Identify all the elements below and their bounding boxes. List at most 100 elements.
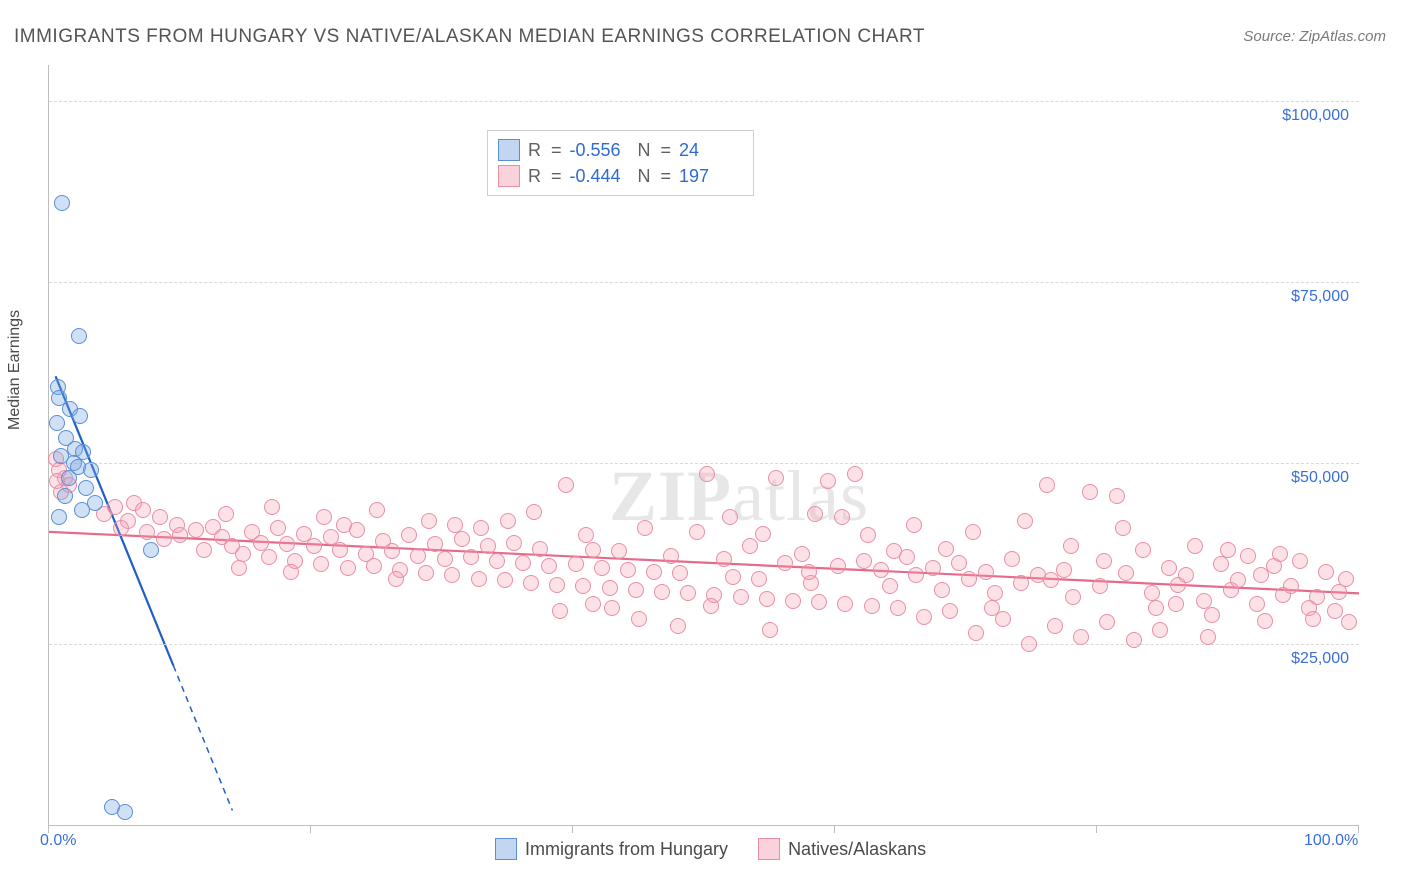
data-point-pink: [594, 560, 610, 576]
data-point-pink: [602, 580, 618, 596]
data-point-pink: [1272, 546, 1288, 562]
data-point-pink: [388, 571, 404, 587]
data-point-pink: [585, 596, 601, 612]
data-point-pink: [965, 524, 981, 540]
y-tick-label: $75,000: [1291, 288, 1349, 306]
data-point-pink: [549, 577, 565, 593]
data-point-pink: [759, 591, 775, 607]
source-prefix: Source:: [1243, 28, 1299, 45]
data-point-pink: [628, 582, 644, 598]
data-point-pink: [984, 600, 1000, 616]
swatch-pink-icon: [758, 838, 780, 860]
data-point-pink: [526, 504, 542, 520]
gridline: [49, 463, 1359, 464]
data-point-pink: [794, 546, 810, 562]
data-point-pink: [471, 571, 487, 587]
swatch-blue-icon: [495, 838, 517, 860]
data-point-pink: [785, 593, 801, 609]
data-point-pink: [489, 553, 505, 569]
y-tick-label: $100,000: [1282, 107, 1349, 125]
data-point-pink: [283, 564, 299, 580]
data-point-pink: [807, 506, 823, 522]
trend-line: [173, 666, 232, 811]
legend-r-pink: -0.444: [570, 163, 630, 189]
data-point-pink: [454, 531, 470, 547]
data-point-pink: [847, 466, 863, 482]
data-point-pink: [1021, 636, 1037, 652]
x-min-label: 0.0%: [40, 832, 76, 850]
x-tick: [1096, 825, 1097, 833]
data-point-pink: [646, 564, 662, 580]
data-point-pink: [1341, 614, 1357, 630]
data-point-pink: [762, 622, 778, 638]
data-point-pink: [369, 502, 385, 518]
equals-icon: =: [551, 137, 562, 163]
swatch-pink-icon: [498, 165, 520, 187]
data-point-pink: [1249, 596, 1265, 612]
data-point-pink: [139, 524, 155, 540]
data-point-pink: [1004, 551, 1020, 567]
data-point-pink: [631, 611, 647, 627]
data-point-pink: [1309, 589, 1325, 605]
data-point-pink: [978, 564, 994, 580]
equals-icon: =: [661, 163, 672, 189]
data-point-pink: [906, 517, 922, 533]
data-point-pink: [332, 542, 348, 558]
data-point-blue: [54, 195, 70, 211]
gridline: [49, 644, 1359, 645]
legend-item-blue: Immigrants from Hungary: [495, 838, 728, 860]
data-point-pink: [864, 598, 880, 614]
data-point-pink: [751, 571, 767, 587]
data-point-pink: [421, 513, 437, 529]
data-point-pink: [654, 584, 670, 600]
legend-n-label: N: [638, 163, 651, 189]
data-point-pink: [306, 538, 322, 554]
data-point-pink: [1109, 488, 1125, 504]
legend-item-pink: Natives/Alaskans: [758, 838, 926, 860]
data-point-pink: [1126, 632, 1142, 648]
x-tick: [572, 825, 573, 833]
data-point-pink: [1152, 622, 1168, 638]
data-point-pink: [196, 542, 212, 558]
data-point-pink: [961, 571, 977, 587]
data-point-pink: [1161, 560, 1177, 576]
data-point-pink: [768, 470, 784, 486]
data-point-pink: [523, 575, 539, 591]
chart-title: IMMIGRANTS FROM HUNGARY VS NATIVE/ALASKA…: [14, 26, 925, 48]
data-point-pink: [264, 499, 280, 515]
data-point-pink: [856, 553, 872, 569]
source-label: Source: ZipAtlas.com: [1243, 28, 1386, 45]
data-point-pink: [873, 562, 889, 578]
data-point-pink: [1013, 575, 1029, 591]
data-point-pink: [1135, 542, 1151, 558]
data-point-pink: [938, 541, 954, 557]
correlation-legend: R = -0.556 N = 24 R = -0.444 N = 197: [487, 130, 754, 196]
data-point-pink: [703, 598, 719, 614]
data-point-pink: [890, 600, 906, 616]
data-point-pink: [1092, 578, 1108, 594]
gridline: [49, 282, 1359, 283]
legend-pink-label: Natives/Alaskans: [788, 839, 926, 860]
y-tick-label: $50,000: [1291, 469, 1349, 487]
legend-r-label: R: [528, 163, 541, 189]
legend-row-blue: R = -0.556 N = 24: [498, 137, 739, 163]
data-point-pink: [1039, 477, 1055, 493]
data-point-pink: [755, 526, 771, 542]
data-point-pink: [463, 549, 479, 565]
data-point-pink: [447, 517, 463, 533]
data-point-pink: [1148, 600, 1164, 616]
gridline: [49, 101, 1359, 102]
data-point-pink: [1073, 629, 1089, 645]
data-point-pink: [1283, 578, 1299, 594]
data-point-pink: [568, 556, 584, 572]
legend-r-label: R: [528, 137, 541, 163]
legend-n-label: N: [638, 137, 651, 163]
data-point-blue: [143, 542, 159, 558]
data-point-pink: [437, 551, 453, 567]
source-name: ZipAtlas.com: [1299, 28, 1386, 45]
data-point-pink: [663, 548, 679, 564]
data-point-pink: [1047, 618, 1063, 634]
y-tick-label: $25,000: [1291, 650, 1349, 668]
equals-icon: =: [661, 137, 672, 163]
data-point-pink: [1017, 513, 1033, 529]
